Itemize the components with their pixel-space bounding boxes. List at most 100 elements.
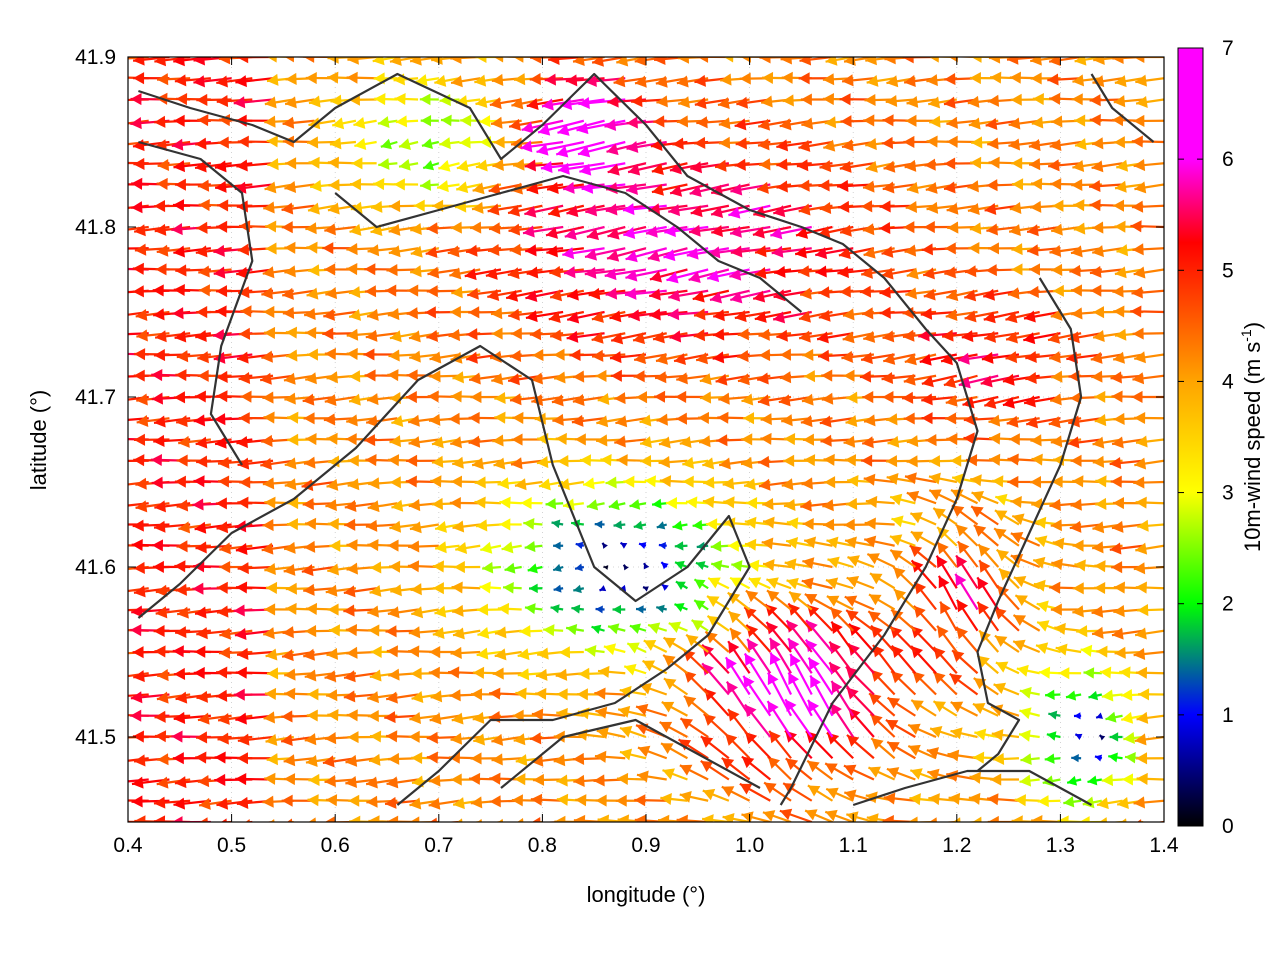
wind-vector-head (744, 478, 756, 491)
wind-vector-head (1010, 532, 1024, 544)
x-tick-label: 0.7 (424, 834, 453, 857)
wind-vector-head (818, 309, 831, 322)
wind-vector-head (744, 653, 756, 667)
wind-vector-head (1010, 93, 1022, 106)
wind-vector-head (766, 577, 779, 589)
wind-vector-head (938, 575, 950, 589)
wind-vector-head (115, 479, 127, 491)
wind-vector-head (394, 92, 406, 106)
wind-vector-head (759, 57, 771, 64)
wind-vector-head (842, 74, 854, 87)
wind-vector-head (596, 727, 609, 740)
wind-vector-head (114, 585, 126, 597)
wind-vector-head (1012, 513, 1025, 526)
wind-vector-head (470, 752, 482, 765)
wind-vector-head (1016, 664, 1029, 677)
wind-vector-head (194, 160, 207, 173)
wind-vector-head (154, 710, 166, 723)
wind-vector-head (535, 687, 547, 700)
wind-vector-head (368, 815, 380, 822)
wind-vector-head (92, 775, 103, 787)
wind-vector-head (869, 693, 882, 706)
wind-vector-head (633, 370, 645, 383)
wind-vector-head (773, 311, 786, 324)
wind-vector-head (266, 73, 279, 86)
wind-vector-head (737, 350, 749, 363)
wind-vector-head (197, 712, 210, 725)
wind-vector-head (429, 645, 441, 659)
contour-line (137, 344, 751, 806)
wind-vector-head (1134, 733, 1147, 746)
wind-vector-head (796, 159, 809, 172)
wind-vector-head (550, 329, 562, 342)
wind-vector-head (674, 560, 685, 570)
wind-vector-head (407, 560, 420, 573)
wind-vector-head (196, 93, 208, 106)
wind-vector-head (507, 267, 520, 280)
wind-vector-head (92, 648, 104, 660)
wind-vector-head (346, 539, 358, 552)
wind-vector-head (327, 71, 339, 84)
wind-vector-head (264, 115, 276, 128)
wind-vector-head (566, 205, 579, 218)
wind-vector-head (554, 371, 566, 384)
wind-vector-head (523, 517, 535, 530)
wind-vector-head (322, 327, 334, 340)
wind-vector-head (281, 734, 293, 747)
wind-vector-head (943, 181, 956, 194)
wind-vector-head (665, 497, 678, 510)
wind-vector-head (529, 583, 538, 594)
wind-vector-head (282, 287, 294, 300)
wind-vector-head (135, 477, 147, 490)
wind-vector-head (477, 818, 482, 822)
wind-vector-head (1027, 244, 1039, 257)
wind-vector-head (588, 287, 601, 300)
wind-vector-head (655, 352, 668, 365)
wind-vector-head (871, 738, 884, 750)
wind-vector-head (886, 767, 900, 779)
wind-vector-head (822, 73, 835, 86)
wind-vector-head (830, 607, 843, 620)
wind-vector-head (925, 434, 937, 447)
wind-vector-head (284, 392, 296, 405)
wind-vector-head (744, 516, 757, 529)
wind-vector-head (1051, 223, 1063, 236)
wind-vector-head (216, 370, 228, 383)
wind-vector-head (679, 790, 692, 803)
wind-vector-head (349, 370, 361, 383)
wind-vector-head (473, 733, 486, 746)
wind-vector-head (512, 411, 524, 424)
wind-vector-head (429, 774, 441, 787)
wind-vector-head (945, 394, 958, 407)
wind-vector-head (513, 73, 526, 86)
wind-vector-head (480, 541, 493, 554)
wind-vector-head (964, 265, 977, 278)
wind-vector-head (929, 489, 942, 501)
wind-vector-head (613, 75, 626, 88)
wind-vector-head (715, 373, 728, 386)
wind-vector-head (595, 794, 607, 807)
wind-vector-head (327, 709, 339, 722)
wind-vector-head (902, 57, 914, 64)
wind-vector-head (573, 774, 585, 787)
y-tick-label: 41.9 (75, 46, 116, 69)
wind-vector-head (399, 158, 411, 171)
wind-vector-head (235, 543, 248, 556)
wind-vector-head (264, 181, 277, 194)
wind-vector-head (114, 118, 126, 130)
wind-vector-head (1091, 370, 1103, 383)
wind-vector-head (386, 645, 398, 658)
wind-vector-head (690, 205, 703, 218)
contour-line (138, 140, 254, 466)
wind-vector-head (218, 57, 231, 65)
wind-vector-head (921, 412, 933, 425)
wind-vector-head (929, 115, 941, 128)
wind-vector-head (979, 560, 991, 573)
wind-vector-head (346, 347, 358, 360)
wind-vector-head (763, 516, 775, 529)
wind-vector-head (95, 794, 106, 806)
wind-vector-head (346, 562, 358, 575)
wind-vector-head (1030, 57, 1042, 66)
wind-vector-head (197, 369, 209, 382)
wind-vector-head (1114, 646, 1126, 659)
